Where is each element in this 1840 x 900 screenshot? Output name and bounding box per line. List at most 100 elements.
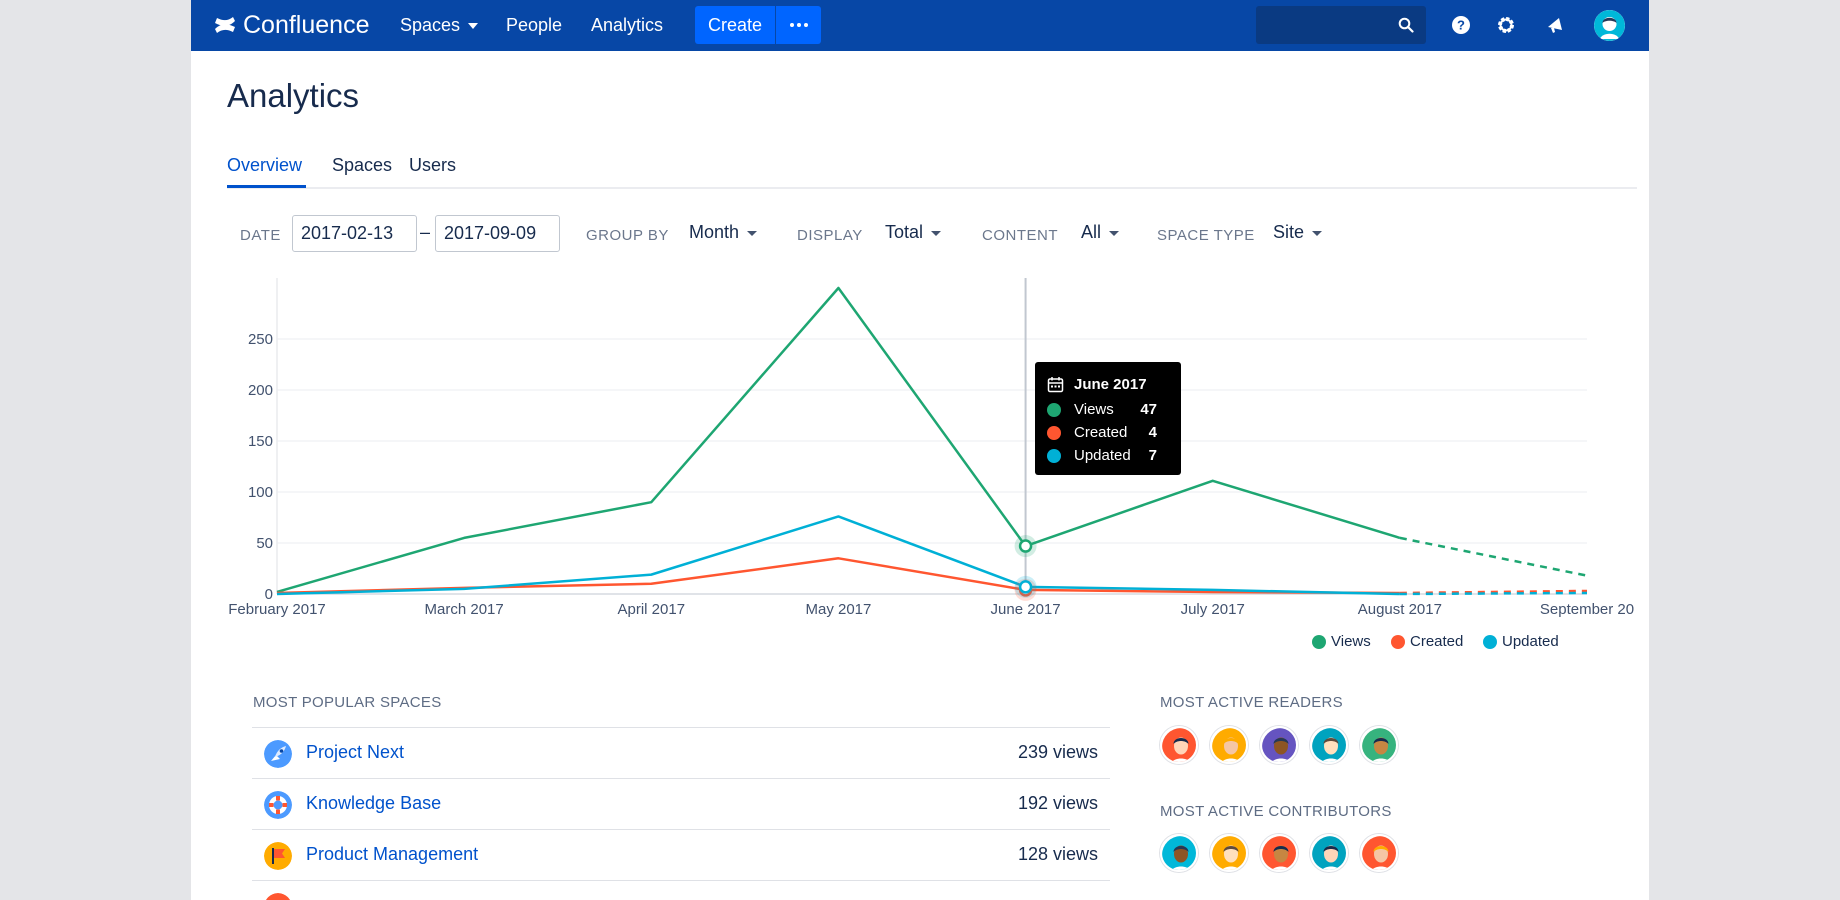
group-by-dropdown[interactable]: Month (689, 222, 758, 243)
notifications-megaphone-icon[interactable] (1544, 14, 1566, 36)
chevron-down-icon (1312, 230, 1323, 236)
activity-line-chart[interactable]: 0 50 100 150 200 250 February 2017 March 2017 Ap… (191, 270, 1649, 630)
chevron-down-icon (747, 230, 758, 236)
search-input[interactable] (1256, 6, 1426, 44)
x-tick-label: February 2017 (228, 601, 326, 618)
chart-tooltip: June 2017 Views 47 Created 4 Updated 7 (1035, 362, 1181, 475)
nav-spaces[interactable]: Spaces (400, 0, 479, 51)
user-avatar[interactable] (1260, 834, 1298, 872)
confluence-logo[interactable]: Confluence (213, 10, 369, 40)
date-to-input[interactable] (435, 215, 560, 252)
tooltip-series-value: 4 (1148, 424, 1157, 441)
search-icon (1398, 17, 1414, 33)
space-name-link[interactable]: Knowledge Base (306, 793, 442, 813)
updated-legend-icon (1483, 634, 1497, 649)
person-avatar-icon (1212, 836, 1246, 870)
space-views-count: 239 views (1017, 742, 1098, 762)
highlight-point-updated (1018, 580, 1033, 594)
x-tick-label: April 2017 (618, 601, 686, 618)
series-line-created (276, 557, 1400, 595)
views-dot-icon (1047, 403, 1061, 417)
legend-item-updated[interactable]: Updated (1483, 633, 1559, 650)
x-tick-label: June 2017 (991, 601, 1061, 618)
user-avatar[interactable] (1160, 834, 1198, 872)
user-avatar[interactable] (1594, 10, 1625, 41)
space-icon (265, 893, 291, 900)
created-dot-icon (1047, 426, 1061, 440)
person-avatar-icon (1312, 728, 1346, 762)
brand-name: Confluence (243, 10, 370, 39)
user-avatar[interactable] (1360, 834, 1398, 872)
nav-spaces-label: Spaces (400, 15, 461, 35)
space-name-link[interactable]: Product Management (306, 844, 479, 864)
highlight-point-views (1018, 539, 1033, 553)
help-icon[interactable]: ? (1450, 14, 1472, 36)
svg-text:?: ? (1457, 18, 1465, 33)
tooltip-series-value: 47 (1140, 401, 1157, 418)
user-avatar[interactable] (1260, 726, 1298, 764)
y-tick-label: 200 (248, 382, 273, 399)
display-dropdown[interactable]: Total (885, 222, 942, 243)
user-avatar[interactable] (1310, 834, 1348, 872)
date-range-separator: – (420, 222, 431, 242)
tab-spaces[interactable]: Spaces (332, 155, 393, 175)
list-item[interactable] (252, 880, 1110, 900)
create-button[interactable]: Create (695, 6, 775, 44)
user-avatar[interactable] (1310, 726, 1348, 764)
list-item[interactable]: Knowledge Base 192 views (252, 778, 1110, 829)
person-avatar-icon (1162, 728, 1196, 762)
person-avatar-icon (1262, 728, 1296, 762)
series-line-updated (276, 515, 1400, 596)
tab-users[interactable]: Users (409, 155, 457, 175)
chevron-down-icon (468, 23, 479, 30)
tooltip-series-value: 7 (1148, 447, 1157, 464)
tooltip-series-name: Updated (1074, 447, 1131, 464)
x-tick-label: September 20 (1540, 601, 1634, 618)
series-projection-views (1399, 536, 1588, 577)
user-avatar[interactable] (1160, 726, 1198, 764)
more-button[interactable] (776, 6, 821, 44)
lifebuoy-icon (264, 791, 292, 819)
tab-overview[interactable]: Overview (227, 155, 303, 175)
tooltip-row-updated: Updated 7 (1047, 446, 1169, 466)
list-item[interactable]: Project Next 239 views (252, 727, 1110, 778)
views-legend-icon (1312, 634, 1326, 649)
x-tick-label: July 2017 (1181, 601, 1245, 618)
nav-people[interactable]: People (506, 15, 563, 35)
settings-gear-icon[interactable] (1495, 14, 1517, 36)
legend-label: Updated (1502, 633, 1559, 650)
most-active-readers-heading: MOST ACTIVE READERS (1160, 694, 1343, 711)
space-type-label: SPACE TYPE (1157, 227, 1255, 244)
legend-label: Views (1331, 633, 1371, 650)
updated-dot-icon (1047, 449, 1061, 463)
confluence-logo-icon (215, 17, 235, 33)
tooltip-series-name: Created (1074, 424, 1128, 441)
most-popular-spaces-heading: MOST POPULAR SPACES (253, 694, 442, 711)
list-item[interactable]: Product Management 128 views (252, 829, 1110, 880)
user-avatar[interactable] (1210, 834, 1248, 872)
space-name-link[interactable]: Project Next (306, 742, 405, 762)
created-legend-icon (1391, 634, 1405, 649)
legend-item-views[interactable]: Views (1312, 633, 1371, 650)
legend-label: Created (1410, 633, 1464, 650)
page-title: Analytics (227, 77, 360, 114)
y-tick-label: 50 (256, 535, 273, 552)
active-contributors-avatars (1160, 834, 1398, 872)
tooltip-row-created: Created 4 (1047, 423, 1169, 443)
rocket-icon (264, 740, 292, 768)
space-type-dropdown[interactable]: Site (1273, 222, 1323, 243)
date-from-input[interactable] (292, 215, 417, 252)
top-nav: Confluence Spaces People Analytics Creat… (191, 0, 1649, 51)
user-avatar[interactable] (1360, 726, 1398, 764)
tab-bar: Overview Spaces Users (227, 150, 1637, 189)
nav-analytics[interactable]: Analytics (591, 15, 664, 35)
flag-icon (264, 842, 292, 870)
legend-item-created[interactable]: Created (1391, 633, 1463, 650)
content-value: All (1081, 222, 1102, 242)
chevron-down-icon (931, 230, 942, 236)
x-tick-label: March 2017 (425, 601, 504, 618)
space-views-count: 128 views (1017, 844, 1098, 864)
x-tick-label: August 2017 (1358, 601, 1442, 618)
user-avatar[interactable] (1210, 726, 1248, 764)
content-dropdown[interactable]: All (1081, 222, 1120, 243)
